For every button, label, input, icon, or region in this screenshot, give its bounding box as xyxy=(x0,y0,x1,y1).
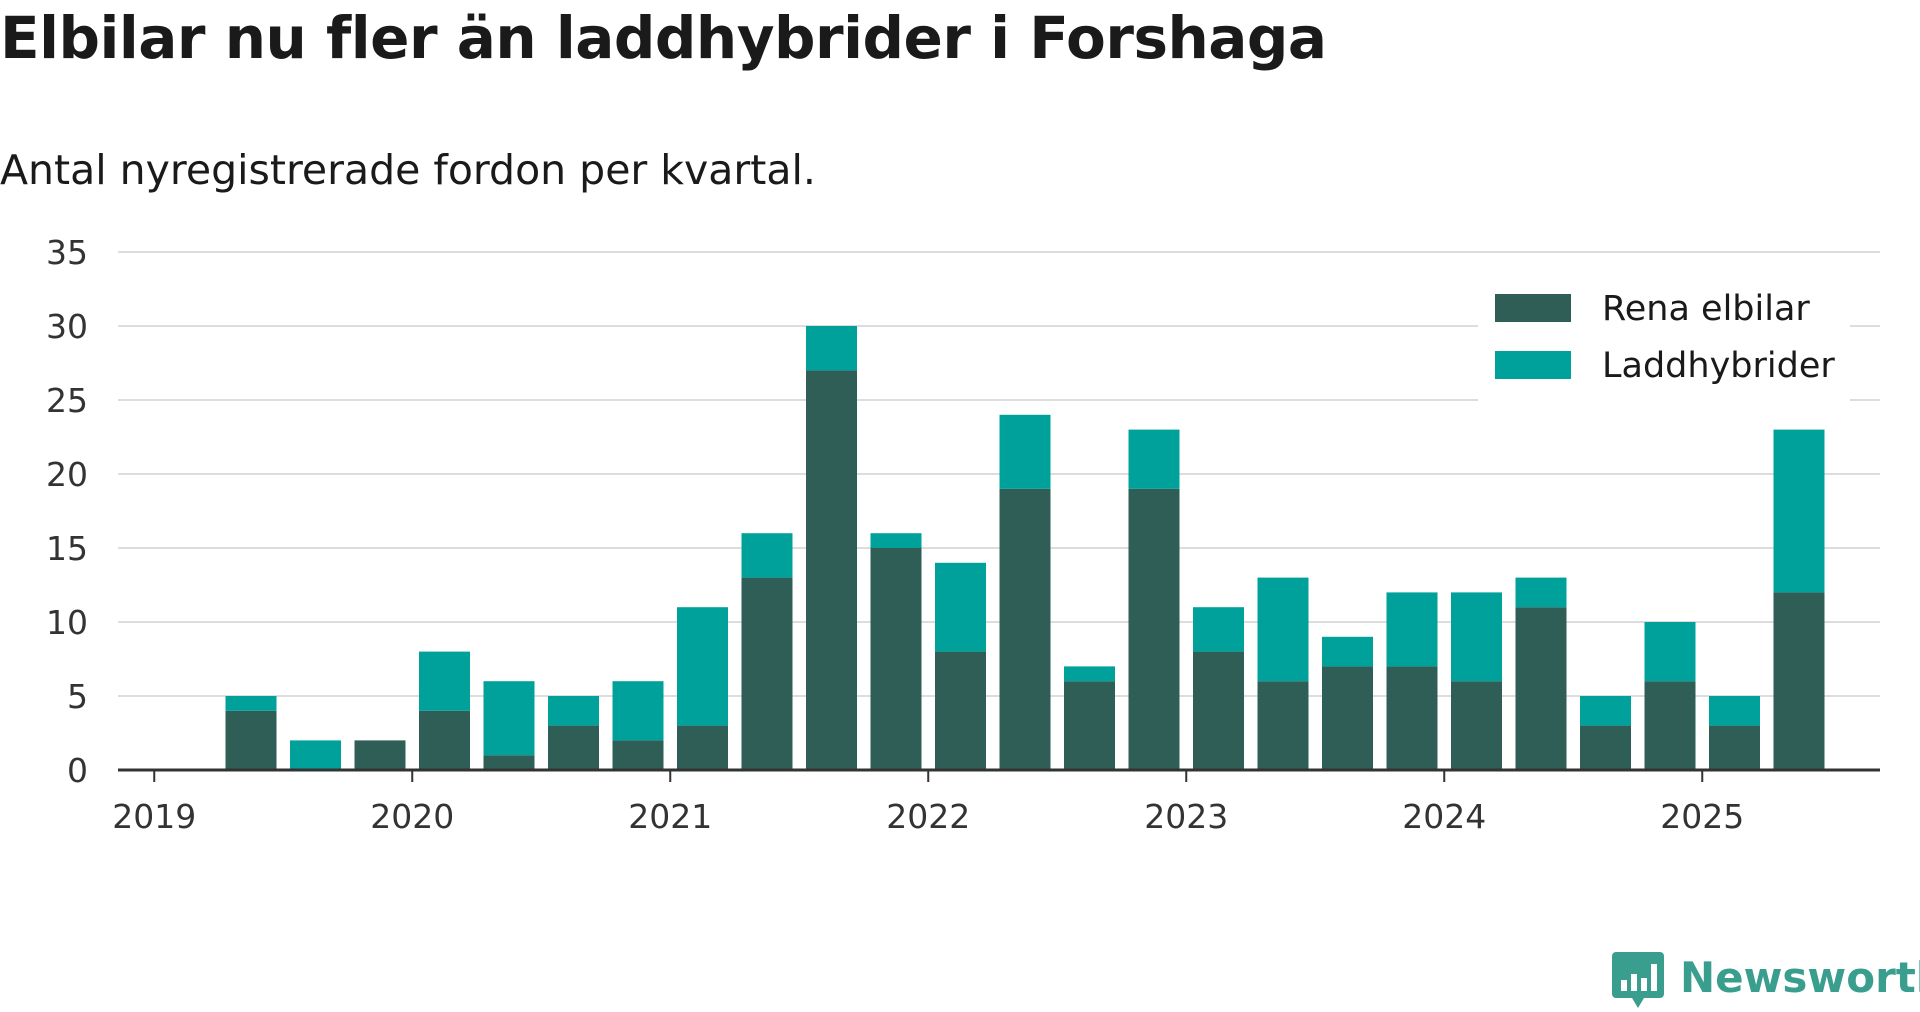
bar-segment xyxy=(1257,577,1309,682)
bar-segment xyxy=(1193,607,1244,652)
x-tick-label: 2020 xyxy=(370,797,454,836)
legend-swatch xyxy=(1495,351,1571,379)
legend-label: Rena elbilar xyxy=(1602,289,1810,329)
newsworthy-logo-icon xyxy=(1612,952,1664,1008)
x-tick-label: 2021 xyxy=(628,797,712,836)
bar-segment xyxy=(1773,429,1825,593)
bar-segment xyxy=(354,740,406,770)
bar-segment xyxy=(419,651,470,711)
y-tick-label: 25 xyxy=(46,381,88,420)
x-tick-label: 2025 xyxy=(1660,797,1744,836)
bar-segment xyxy=(999,488,1051,770)
bar-segment xyxy=(612,681,664,741)
bar-segment xyxy=(1451,681,1502,770)
bar-segment xyxy=(1193,651,1244,770)
bar-segment xyxy=(1386,592,1438,667)
y-tick-label: 10 xyxy=(46,603,88,642)
bar-segment xyxy=(677,607,728,726)
bar-segment xyxy=(1128,429,1180,489)
y-tick-label: 20 xyxy=(46,455,88,494)
bar-segment xyxy=(1515,607,1567,770)
bar-segment xyxy=(1064,681,1115,770)
bar-segment xyxy=(1709,696,1760,726)
x-tick-label: 2023 xyxy=(1144,797,1228,836)
newsworthy-logo: Newsworthy xyxy=(1612,950,1920,1012)
legend-swatch xyxy=(1495,294,1571,322)
bar-segment xyxy=(806,326,857,371)
bar-segment xyxy=(290,740,341,770)
bar-segment xyxy=(225,696,277,711)
bar-segment xyxy=(1322,666,1373,770)
bar-segment xyxy=(741,533,793,578)
y-tick-label: 0 xyxy=(67,751,88,790)
bar-segment xyxy=(1580,725,1631,770)
bar-segment xyxy=(1451,592,1502,682)
bar-segment xyxy=(483,755,535,770)
bar-segment xyxy=(1064,666,1115,682)
x-tick-label: 2024 xyxy=(1402,797,1486,836)
chart-title: Elbilar nu fler än laddhybrider i Forsha… xyxy=(0,4,1327,72)
bar-segment xyxy=(225,710,277,770)
bar-segment xyxy=(1128,488,1180,770)
bar-segment xyxy=(1644,622,1696,682)
bar-segment xyxy=(741,577,793,770)
y-tick-label: 5 xyxy=(67,677,88,716)
x-tick-label: 2019 xyxy=(112,797,196,836)
bar-segment xyxy=(1515,577,1567,608)
bar-segment xyxy=(1644,681,1696,770)
bar-segment xyxy=(1257,681,1309,770)
bar-segment xyxy=(806,370,857,770)
legend-box xyxy=(1478,270,1850,402)
bar-segment xyxy=(1386,666,1438,770)
legend-label: Laddhybrider xyxy=(1602,346,1835,386)
bar-segment xyxy=(483,681,535,756)
y-tick-label: 35 xyxy=(46,233,88,272)
y-tick-label: 30 xyxy=(46,307,88,346)
bar-segment xyxy=(548,725,599,770)
bar-segment xyxy=(935,562,986,652)
bar-segment xyxy=(1773,592,1825,770)
bar-segment xyxy=(1580,696,1631,726)
y-tick-label: 15 xyxy=(46,529,88,568)
bar-segment xyxy=(935,651,986,770)
bar-segment xyxy=(1709,725,1760,770)
bar-segment xyxy=(999,414,1051,489)
chart-subtitle: Antal nyregistrerade fordon per kvartal. xyxy=(0,146,816,194)
x-tick-label: 2022 xyxy=(886,797,970,836)
bar-segment xyxy=(548,696,599,726)
bar-segment xyxy=(870,533,922,548)
newsworthy-logo-text: Newsworthy xyxy=(1680,953,1920,1002)
bar-segment xyxy=(419,710,470,770)
bar-segment xyxy=(612,740,664,770)
bar-segment xyxy=(1322,636,1373,667)
bar-segment xyxy=(870,548,922,770)
bar-segment xyxy=(677,725,728,770)
